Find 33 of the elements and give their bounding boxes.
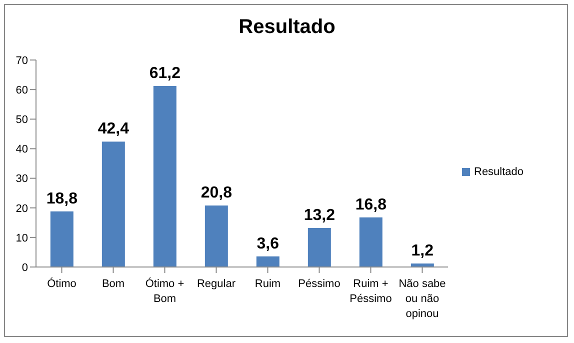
x-tick-label: Bom xyxy=(102,278,125,290)
y-tick-label: 60 xyxy=(16,84,28,96)
data-label: 1,2 xyxy=(411,242,434,260)
data-label: 18,8 xyxy=(46,190,78,208)
y-tick-label: 70 xyxy=(16,54,28,67)
bar xyxy=(102,142,125,267)
x-tick-label: Ruim + Péssimo xyxy=(350,278,392,305)
bar xyxy=(50,211,74,267)
y-tick-label: 30 xyxy=(16,173,28,186)
chart-title: Resultado xyxy=(238,16,336,39)
x-tick-label: Péssimo xyxy=(298,278,340,290)
bar xyxy=(308,228,331,267)
data-label: 20,8 xyxy=(200,184,232,202)
bar xyxy=(256,256,280,267)
y-tick-label: 50 xyxy=(16,114,28,126)
x-tick-label: Ruim xyxy=(254,278,281,290)
x-tick-label: Ótimo xyxy=(47,277,76,290)
y-tick-label: 10 xyxy=(16,232,28,244)
legend-label: Resultado xyxy=(474,166,524,178)
x-tick-label: Ótimo + Bom xyxy=(145,277,184,305)
bar xyxy=(204,205,228,267)
bar xyxy=(153,86,176,267)
data-label: 3,6 xyxy=(256,235,280,252)
data-label: 42,4 xyxy=(98,120,130,138)
y-tick-label: 0 xyxy=(22,262,28,274)
data-label: 13,2 xyxy=(304,206,336,224)
y-tick-label: 20 xyxy=(16,202,28,215)
data-label: 16,8 xyxy=(355,196,387,214)
bar xyxy=(359,217,382,267)
data-label: 61,2 xyxy=(149,65,181,82)
y-tick-label: 40 xyxy=(16,144,28,156)
x-tick-label: Não sabe ou não opinou xyxy=(398,278,446,320)
x-tick-label: Regular xyxy=(196,278,236,290)
